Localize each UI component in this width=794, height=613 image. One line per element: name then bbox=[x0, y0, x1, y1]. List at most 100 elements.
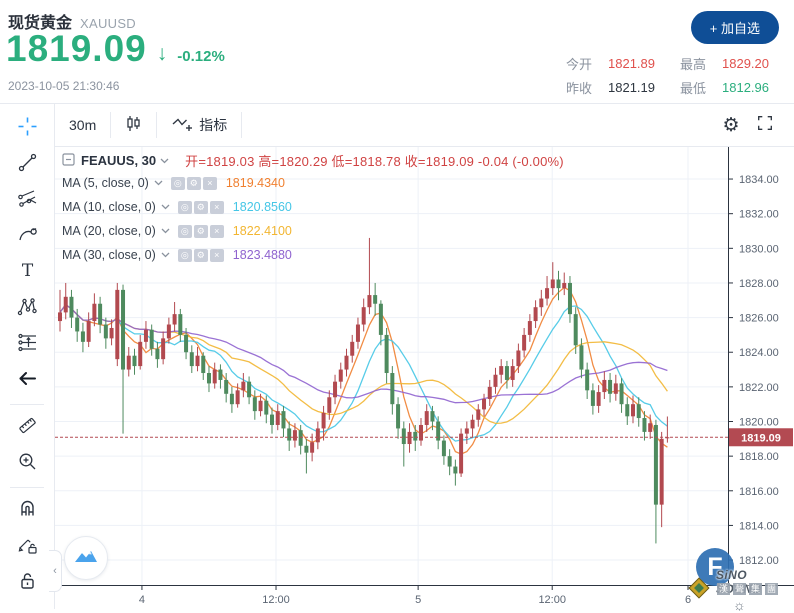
zoom-in-tool-button[interactable] bbox=[10, 446, 44, 482]
ma-legend-rows: MA (5, close, 0) ◎ ⚙ × 1819.4340 MA (10, clos… bbox=[62, 171, 564, 267]
ma-legend-row: MA (5, close, 0) ◎ ⚙ × 1819.4340 bbox=[62, 171, 564, 195]
ruler-tool-button[interactable] bbox=[10, 410, 44, 446]
toolbar-divider bbox=[110, 112, 112, 138]
stat-label: 最低 bbox=[680, 80, 707, 96]
chart-brand-button[interactable] bbox=[64, 536, 108, 580]
symbol-code: XAUUSD bbox=[80, 16, 136, 31]
ma-label: MA (5, close, 0) bbox=[62, 176, 149, 190]
fullscreen-icon bbox=[756, 114, 774, 137]
settings-button[interactable]: ⚙ bbox=[714, 110, 748, 140]
chart-type-button[interactable] bbox=[111, 111, 156, 139]
text-tool-tool-button[interactable]: T bbox=[10, 255, 44, 291]
toolbar-divider bbox=[156, 112, 158, 138]
forecast-icon bbox=[17, 332, 38, 358]
svg-text:5: 5 bbox=[415, 594, 421, 606]
chevron-left-icon: ‹ bbox=[53, 565, 57, 577]
chevron-down-icon[interactable] bbox=[161, 228, 170, 234]
ma-label: MA (10, close, 0) bbox=[62, 200, 156, 214]
draw-lock-tool-button[interactable] bbox=[10, 529, 44, 565]
series-collapse-icon[interactable] bbox=[62, 152, 75, 169]
stats-row: 昨收 1821.19 最低 1812.96 bbox=[566, 75, 794, 99]
indicator-settings-icon[interactable]: ⚙ bbox=[193, 224, 208, 238]
indicator-wave-icon bbox=[171, 116, 193, 135]
trend-line-tool-button[interactable] bbox=[10, 147, 44, 183]
visibility-toggle-icon[interactable]: ◎ bbox=[177, 200, 192, 214]
ma-legend-row: MA (30, close, 0) ◎ ⚙ × 1823.4880 bbox=[62, 243, 564, 267]
forecast-tool-button[interactable] bbox=[10, 327, 44, 363]
quote-timestamp: 2023-10-05 21:30:46 bbox=[8, 79, 120, 93]
svg-text:12:00: 12:00 bbox=[262, 594, 290, 606]
interval-selector[interactable]: 30m bbox=[55, 111, 110, 139]
chevron-down-icon[interactable] bbox=[160, 158, 169, 164]
add-watchlist-button[interactable]: + 加自选 bbox=[690, 11, 779, 44]
magnet-icon bbox=[17, 498, 38, 524]
remove-indicator-icon[interactable]: × bbox=[202, 176, 217, 190]
chart-legend: FEAUUS, 30 开=1819.03 高=1820.29 低=1818.78… bbox=[62, 150, 564, 267]
stat-value: 1829.20 bbox=[722, 55, 769, 71]
svg-text:1812.00: 1812.00 bbox=[739, 555, 779, 567]
text-tool-icon: T bbox=[17, 260, 38, 286]
ma-value: 1819.4340 bbox=[225, 176, 285, 190]
draw-lock-icon bbox=[17, 534, 38, 560]
fullscreen-button[interactable] bbox=[748, 110, 782, 140]
chart-area[interactable]: 1834.00 1832.00 1830.00 1828.00 1826.00 1824.… bbox=[55, 147, 794, 609]
ma-label: MA (30, close, 0) bbox=[62, 248, 156, 262]
svg-text:12:00: 12:00 bbox=[538, 594, 566, 606]
ma-label: MA (20, close, 0) bbox=[62, 224, 156, 238]
visibility-toggle-icon[interactable]: ◎ bbox=[177, 248, 192, 262]
svg-text:1818.00: 1818.00 bbox=[739, 451, 779, 463]
svg-text:1826.00: 1826.00 bbox=[739, 313, 779, 325]
indicators-label: 指标 bbox=[199, 117, 228, 133]
toolbar-divider bbox=[241, 112, 243, 138]
chevron-down-icon[interactable] bbox=[154, 180, 163, 186]
chevron-down-icon[interactable] bbox=[161, 204, 170, 210]
stat-value: 1812.96 bbox=[722, 79, 769, 95]
crosshair-tool-button[interactable] bbox=[10, 111, 44, 147]
stat-value: 1821.19 bbox=[608, 79, 655, 95]
remove-indicator-icon[interactable]: × bbox=[209, 224, 224, 238]
series-title[interactable]: FEAUUS, 30 bbox=[81, 153, 157, 168]
quote-stats: 今开 1821.89 最高 1829.20 昨收 1821.19 最低 1812.96 bbox=[566, 51, 794, 99]
ma-legend-row: MA (20, close, 0) ◎ ⚙ × 1822.4100 bbox=[62, 219, 564, 243]
gann-tools-icon bbox=[17, 188, 38, 214]
chevron-down-icon[interactable] bbox=[161, 252, 170, 258]
mountain-cloud-icon bbox=[73, 545, 99, 572]
indicators-button[interactable]: 指标 bbox=[157, 111, 241, 139]
price-chart[interactable]: 1834.00 1832.00 1830.00 1828.00 1826.00 1824.… bbox=[55, 147, 794, 609]
svg-text:6: 6 bbox=[685, 594, 691, 606]
stats-row: 今开 1821.89 最高 1829.20 bbox=[566, 51, 794, 75]
change-percent: -0.12% bbox=[177, 47, 225, 65]
gear-icon: ⚙ bbox=[722, 114, 740, 136]
xabcd-pattern-tool-button[interactable] bbox=[10, 291, 44, 327]
remove-indicator-icon[interactable]: × bbox=[209, 248, 224, 262]
gann-tools-tool-button[interactable] bbox=[10, 183, 44, 219]
indicator-settings-icon[interactable]: ⚙ bbox=[186, 176, 201, 190]
back-arrow-button[interactable] bbox=[10, 363, 44, 399]
crosshair-icon bbox=[17, 116, 38, 142]
back-arrow-icon bbox=[17, 368, 38, 394]
quote-header: 现货黄金 XAUUSD 1819.09 ↓ -0.12% 2023-10-05 … bbox=[0, 0, 794, 104]
interval-label: 30m bbox=[69, 117, 97, 133]
svg-text:1816.00: 1816.00 bbox=[739, 486, 779, 498]
last-price: 1819.09 bbox=[6, 28, 147, 69]
stat-value: 1821.89 bbox=[608, 55, 655, 71]
visibility-toggle-icon[interactable]: ◎ bbox=[177, 224, 192, 238]
symbol-name: 现货黄金 bbox=[8, 15, 73, 32]
stat-label: 昨收 bbox=[566, 80, 593, 96]
remove-indicator-icon[interactable]: × bbox=[209, 200, 224, 214]
visibility-toggle-icon[interactable]: ◎ bbox=[170, 176, 185, 190]
svg-text:1824.00: 1824.00 bbox=[739, 347, 779, 359]
indicator-settings-icon[interactable]: ⚙ bbox=[193, 200, 208, 214]
sidebar-collapse-handle[interactable]: ‹ bbox=[49, 550, 62, 592]
magnet-tool-button[interactable] bbox=[10, 493, 44, 529]
lock-icon bbox=[17, 570, 38, 596]
svg-text:1834.00: 1834.00 bbox=[739, 174, 779, 186]
drawing-toolbar: T bbox=[0, 104, 55, 609]
lock-tool-button[interactable] bbox=[10, 565, 44, 601]
xabcd-pattern-icon bbox=[17, 296, 38, 322]
zoom-in-icon bbox=[17, 451, 38, 477]
indicator-settings-icon[interactable]: ⚙ bbox=[193, 248, 208, 262]
brush-tool-button[interactable] bbox=[10, 219, 44, 255]
ma-legend-row: MA (10, close, 0) ◎ ⚙ × 1820.8560 bbox=[62, 195, 564, 219]
svg-text:1830.00: 1830.00 bbox=[739, 243, 779, 255]
